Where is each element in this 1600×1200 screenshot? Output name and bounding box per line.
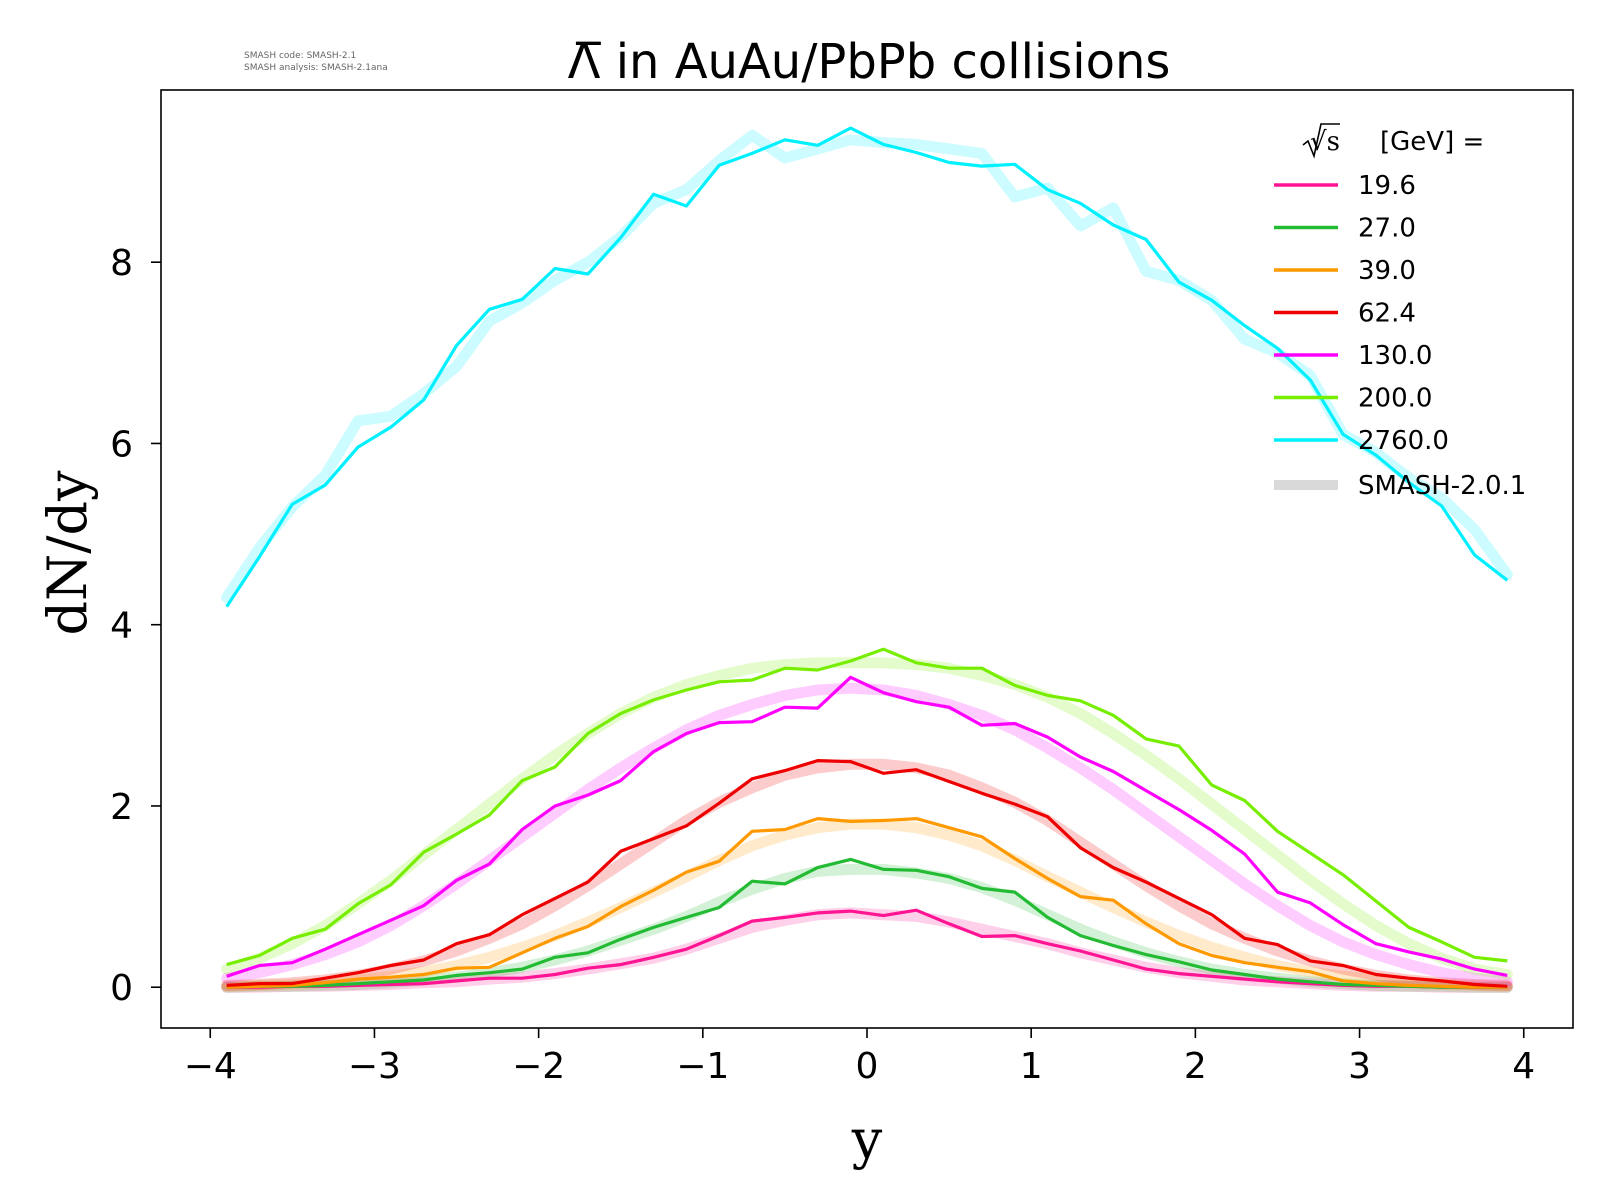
series-line-130.0 [226,675,1508,978]
analysis-note-line1: SMASH code: SMASH-2.1 [244,51,356,61]
y-tick-label: 2 [110,787,133,828]
series-line-200.0 [226,647,1508,967]
x-tick-label: 1 [1020,1046,1043,1087]
legend-label-39.0: 39.0 [1358,256,1416,286]
x-tick-label: 3 [1348,1046,1371,1087]
legend-label-200.0: 200.0 [1358,384,1432,414]
legend: √s [GeV] = 19.627.039.062.4130.0200.0276… [1274,123,1526,501]
y-tick-label: 6 [110,424,133,465]
chart-title: Λ̅ in AuAu/PbPb collisions [568,34,1171,90]
legend-label-19.6: 19.6 [1358,171,1416,201]
series-line-39.0 [226,816,1508,989]
x-tick-label: 2 [1184,1046,1207,1087]
x-tick-label: −1 [676,1046,729,1087]
reference-bands [221,129,1513,993]
x-tick-label: −2 [512,1046,565,1087]
legend-label-27.0: 27.0 [1358,214,1416,244]
legend-label-2760.0: 2760.0 [1358,426,1449,456]
x-axis-label: y [851,1108,883,1171]
sqrt-radical-icon [1302,123,1340,159]
legend-entries: 19.6 27.0 39.0 62.4 130.0 200.0 2760.0 [1274,171,1449,456]
series-line-19.6 [226,908,1508,989]
reference-band-2760.0 [221,129,1513,603]
legend-reference-label: SMASH-2.0.1 [1358,471,1526,501]
series-lines [225,126,1509,989]
reference-band-62.4 [221,758,1513,991]
series-line-2760.0 [225,126,1509,608]
reference-band-130.0 [221,682,1513,988]
y-tick-label: 8 [110,243,133,284]
y-axis-label: dN/dy [36,470,99,636]
series-line-62.4 [226,758,1508,988]
y-axis-ticks: 0 2 4 6 8 [110,243,161,1009]
y-tick-label: 4 [110,606,133,647]
x-tick-label: −4 [184,1046,237,1087]
x-axis-ticks: −4 −3 −2 −1 0 1 2 3 4 [184,1028,1535,1087]
legend-label-62.4: 62.4 [1358,299,1416,329]
x-tick-label: 4 [1512,1046,1535,1087]
legend-label-130.0: 130.0 [1358,341,1432,371]
x-tick-label: −3 [348,1046,401,1087]
x-tick-label: 0 [856,1046,879,1087]
legend-title-unit: [GeV] = [1380,127,1484,157]
y-tick-label: 0 [110,968,133,1009]
series-line-27.0 [226,857,1508,989]
analysis-note-line2: SMASH analysis: SMASH-2.1ana [244,63,388,73]
